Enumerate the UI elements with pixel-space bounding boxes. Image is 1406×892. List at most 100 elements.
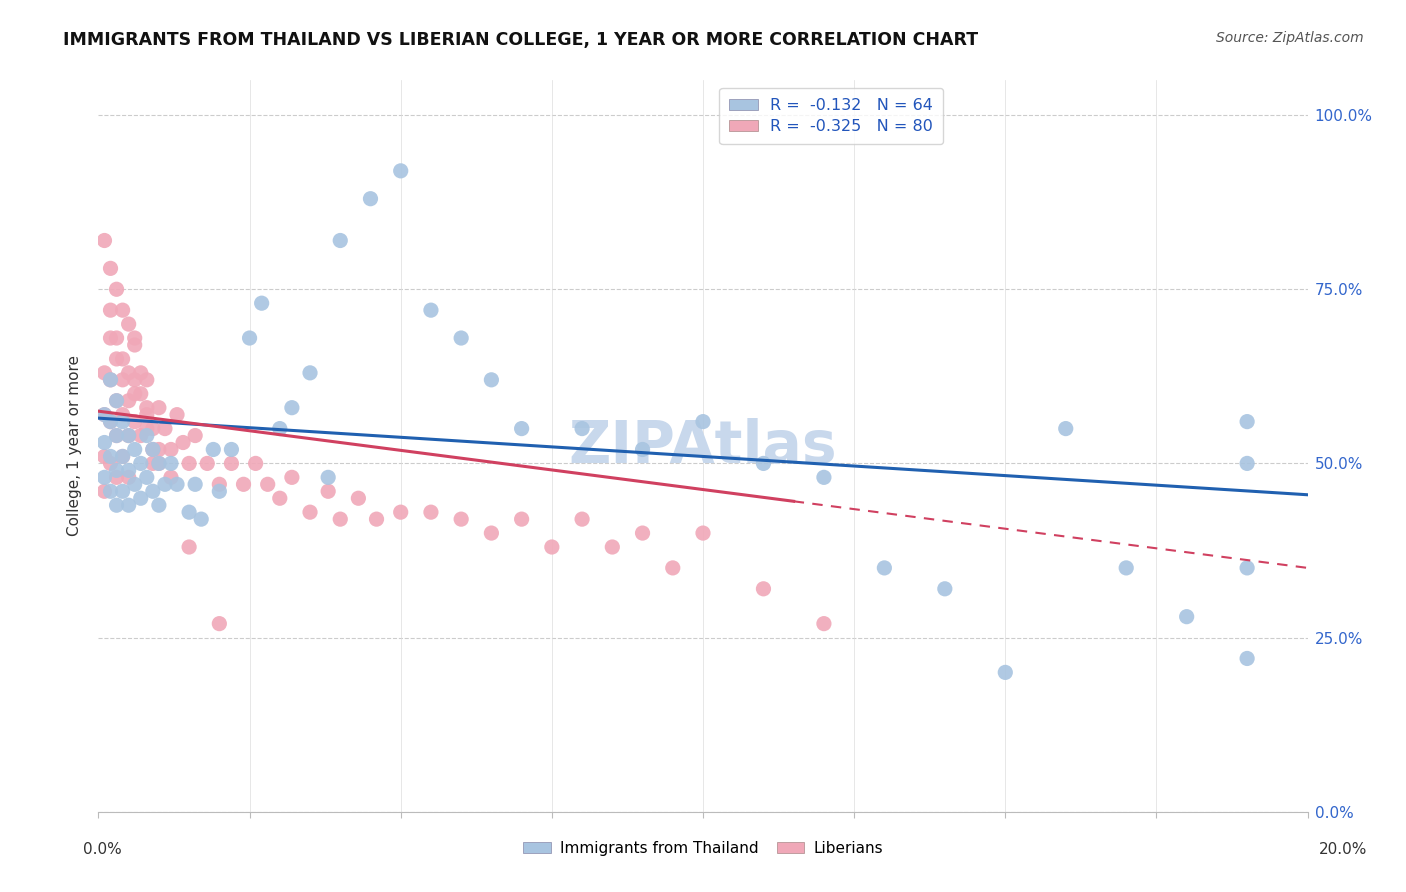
Point — [1175, 609, 1198, 624]
Point — [347, 491, 370, 506]
Point — [93, 435, 115, 450]
Point — [389, 505, 412, 519]
Point — [100, 303, 122, 318]
Point — [208, 616, 231, 631]
Point — [316, 470, 339, 484]
Point — [450, 331, 472, 345]
Point — [360, 192, 382, 206]
Point — [208, 477, 231, 491]
Point — [135, 401, 157, 415]
Point — [118, 463, 141, 477]
Point — [105, 331, 128, 345]
Point — [752, 457, 775, 471]
Point — [179, 540, 201, 554]
Point — [142, 442, 165, 457]
Point — [166, 477, 188, 491]
Point — [111, 373, 134, 387]
Point — [100, 415, 122, 429]
Point — [366, 512, 388, 526]
Point — [124, 477, 146, 491]
Point — [135, 408, 157, 422]
Point — [142, 457, 165, 471]
Point — [813, 616, 835, 631]
Point — [281, 470, 304, 484]
Point — [316, 484, 339, 499]
Point — [166, 408, 188, 422]
Point — [111, 303, 134, 318]
Point — [631, 442, 654, 457]
Point — [111, 408, 134, 422]
Point — [100, 484, 122, 499]
Point — [160, 457, 183, 471]
Point — [256, 477, 278, 491]
Point — [269, 421, 291, 435]
Y-axis label: College, 1 year or more: College, 1 year or more — [67, 356, 83, 536]
Point — [481, 526, 503, 541]
Point — [105, 428, 128, 442]
Legend: R =  -0.132   N = 64, R =  -0.325   N = 80: R = -0.132 N = 64, R = -0.325 N = 80 — [720, 88, 943, 144]
Point — [129, 386, 152, 401]
Point — [510, 512, 533, 526]
Point — [111, 415, 134, 429]
Point — [124, 415, 146, 429]
Point — [232, 477, 254, 491]
Point — [105, 282, 128, 296]
Point — [124, 442, 146, 457]
Point — [160, 470, 183, 484]
Point — [160, 442, 183, 457]
Point — [129, 428, 152, 442]
Point — [148, 457, 170, 471]
Point — [571, 421, 593, 435]
Point — [202, 442, 225, 457]
Point — [118, 393, 141, 408]
Point — [105, 498, 128, 512]
Point — [129, 491, 152, 506]
Point — [148, 457, 170, 471]
Point — [118, 428, 141, 442]
Point — [184, 477, 207, 491]
Point — [142, 421, 165, 435]
Point — [389, 164, 412, 178]
Point — [195, 457, 218, 471]
Point — [184, 428, 207, 442]
Point — [299, 505, 322, 519]
Point — [420, 303, 443, 318]
Point — [93, 366, 115, 380]
Point — [153, 477, 176, 491]
Point — [124, 331, 146, 345]
Point — [93, 450, 115, 464]
Point — [299, 366, 322, 380]
Text: 20.0%: 20.0% — [1319, 842, 1367, 856]
Point — [172, 435, 194, 450]
Point — [124, 373, 146, 387]
Point — [105, 393, 128, 408]
Point — [100, 261, 122, 276]
Point — [250, 296, 273, 310]
Point — [602, 540, 624, 554]
Point — [450, 512, 472, 526]
Point — [631, 526, 654, 541]
Point — [281, 401, 304, 415]
Point — [269, 491, 291, 506]
Point — [118, 317, 141, 331]
Point — [129, 366, 152, 380]
Point — [105, 393, 128, 408]
Point — [239, 331, 262, 345]
Legend: Immigrants from Thailand, Liberians: Immigrants from Thailand, Liberians — [517, 835, 889, 862]
Point — [111, 450, 134, 464]
Point — [93, 234, 115, 248]
Point — [111, 450, 134, 464]
Point — [571, 512, 593, 526]
Point — [208, 484, 231, 499]
Point — [1236, 415, 1258, 429]
Point — [135, 470, 157, 484]
Point — [135, 421, 157, 435]
Point — [105, 470, 128, 484]
Point — [1236, 651, 1258, 665]
Point — [100, 415, 122, 429]
Point — [111, 351, 134, 366]
Text: Source: ZipAtlas.com: Source: ZipAtlas.com — [1216, 31, 1364, 45]
Point — [934, 582, 956, 596]
Point — [1115, 561, 1137, 575]
Point — [142, 442, 165, 457]
